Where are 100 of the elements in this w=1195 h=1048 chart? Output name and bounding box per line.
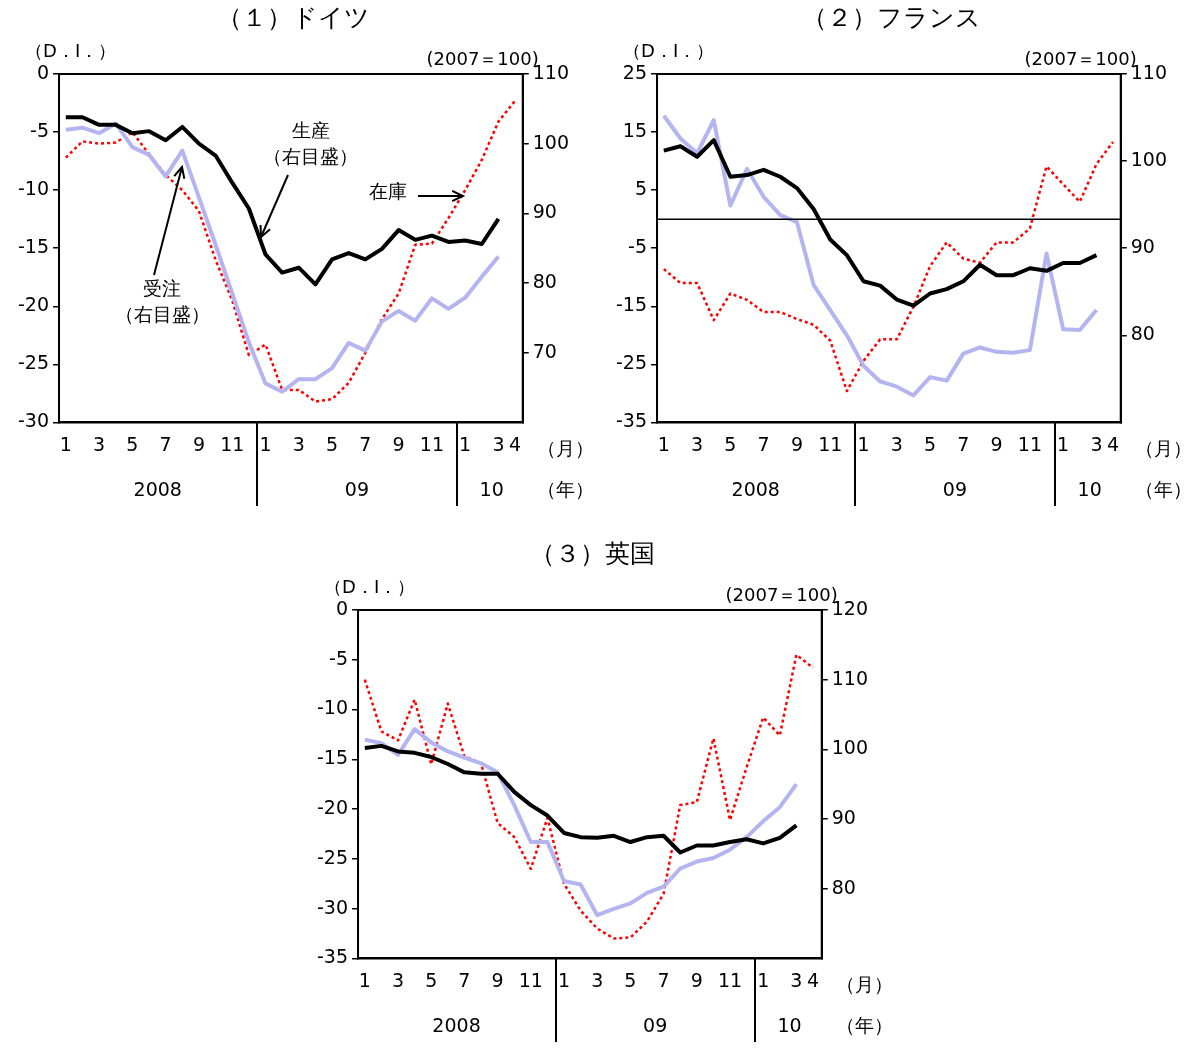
chart-title: （１）ドイツ: [217, 2, 370, 32]
x2-tick-label: 10: [479, 477, 504, 500]
annotation: 受注（右目盛）: [114, 276, 210, 325]
x-tick-label: 5: [924, 432, 937, 455]
x-tick-label: 1: [657, 432, 670, 455]
y-axis-title: （D．I．）: [25, 39, 117, 61]
y2-tick-label: 80: [532, 269, 557, 292]
x-tick-label: 1: [757, 968, 770, 991]
y-tick-label: -15: [17, 235, 50, 258]
y2-tick-label: 110: [831, 666, 868, 689]
x2-tick-label: 09: [643, 1013, 668, 1036]
y-tick-label: -5: [30, 119, 50, 141]
y-tick-label: -5: [628, 235, 648, 258]
x-tick-label: 3: [492, 432, 505, 455]
y2-tick-label: 90: [1130, 235, 1155, 258]
x-tick-label: 11: [818, 432, 843, 455]
y-tick-label: 0: [335, 596, 349, 619]
y-tick-label: -20: [316, 796, 349, 819]
x2-tick-label: 09: [344, 477, 369, 500]
x-tick-label: 11: [1017, 432, 1042, 455]
x-tick-label: 4: [1107, 432, 1120, 455]
y-tick-label: -30: [17, 409, 50, 432]
y-tick-label: 0: [36, 60, 50, 83]
y-tick-label: -15: [316, 746, 349, 769]
y-tick-label: -5: [329, 646, 349, 669]
x-axis-title: （月）: [536, 436, 594, 459]
x-tick-label: 7: [458, 968, 471, 991]
chart-title: （３）英国: [530, 538, 655, 568]
x-tick-label: 9: [690, 968, 703, 991]
x-tick-label: 5: [126, 432, 139, 455]
x-tick-label: 9: [990, 432, 1003, 455]
y-tick-label: -35: [615, 409, 648, 432]
y2-tick-label: 90: [532, 200, 557, 223]
y-tick-label: -30: [316, 895, 349, 918]
x2-tick-label: 2008: [133, 477, 182, 500]
x2-axis-title: （年）: [536, 477, 594, 500]
x2-tick-label: 2008: [731, 477, 780, 500]
chart-title: （２）フランス: [802, 2, 981, 32]
x-tick-label: 9: [790, 432, 803, 455]
x2-tick-label: 09: [942, 477, 967, 500]
x-tick-label: 1: [358, 968, 371, 991]
x-tick-label: 11: [220, 432, 245, 455]
x-axis-title: （月）: [1134, 436, 1192, 459]
x-tick-label: 1: [259, 432, 272, 455]
x2-tick-label: 10: [1077, 477, 1102, 500]
x2-tick-label: 10: [777, 1013, 802, 1036]
x-tick-label: 1: [1057, 432, 1070, 455]
x-tick-label: 1: [59, 432, 72, 455]
x-tick-label: 7: [757, 432, 770, 455]
y-tick-label: -25: [316, 845, 349, 868]
x-tick-label: 7: [359, 432, 372, 455]
x2-axis-title: （年）: [1134, 477, 1192, 500]
x-tick-label: 3: [292, 432, 305, 455]
y2-tick-label: 80: [831, 875, 856, 898]
y-tick-label: -15: [615, 293, 648, 316]
y-tick-label: 15: [622, 119, 648, 141]
x-tick-label: 9: [491, 968, 504, 991]
x-tick-label: 5: [425, 968, 438, 991]
x-tick-label: 11: [419, 432, 444, 455]
x-tick-label: 3: [391, 968, 405, 991]
x-tick-label: 5: [724, 432, 737, 455]
y-tick-label: -25: [17, 351, 50, 374]
y-tick-label: -10: [17, 177, 50, 200]
y-tick-label: -10: [316, 696, 349, 719]
x-tick-label: 1: [857, 432, 870, 455]
x2-axis-title: （年）: [835, 1013, 893, 1036]
annotation: 在庫: [368, 179, 407, 202]
x-tick-label: 4: [509, 432, 522, 455]
x-tick-label: 1: [557, 968, 571, 991]
x-tick-label: 9: [392, 432, 405, 455]
x-tick-label: 3: [93, 432, 106, 455]
x-tick-label: 3: [691, 432, 704, 455]
annotation: 生産（右目盛）: [263, 118, 359, 167]
y-tick-label: -25: [615, 351, 648, 374]
y2-tick-label: 80: [1130, 322, 1155, 345]
x-tick-label: 3: [790, 968, 803, 991]
x-tick-label: 3: [591, 968, 604, 991]
y-tick-label: -20: [17, 293, 50, 316]
x-tick-label: 7: [657, 968, 670, 991]
y-axis-title: （D．I．）: [623, 39, 715, 61]
y-tick-label: -35: [316, 945, 349, 968]
x-tick-label: 7: [957, 432, 970, 455]
y2-tick-label: 90: [831, 805, 856, 828]
y2-tick-label: 100: [1130, 148, 1167, 171]
y2-tick-label: 100: [831, 736, 868, 759]
y-tick-label: 5: [634, 177, 648, 200]
x-tick-label: 3: [1090, 432, 1103, 455]
x-axis-title: （月）: [835, 972, 893, 995]
y2-tick-label: 70: [532, 339, 557, 362]
x-tick-label: 11: [717, 968, 743, 991]
x-tick-label: 11: [518, 968, 543, 991]
x-tick-label: 9: [192, 432, 205, 455]
x-tick-label: 7: [159, 432, 172, 455]
x-tick-label: 1: [459, 432, 472, 455]
y-axis-title: （D．I．）: [324, 575, 416, 597]
y-tick-label: 25: [622, 60, 648, 83]
x-tick-label: 4: [806, 968, 820, 991]
y2-tick-label: 100: [532, 130, 569, 153]
x-tick-label: 3: [890, 432, 903, 455]
x2-tick-label: 2008: [432, 1013, 481, 1036]
